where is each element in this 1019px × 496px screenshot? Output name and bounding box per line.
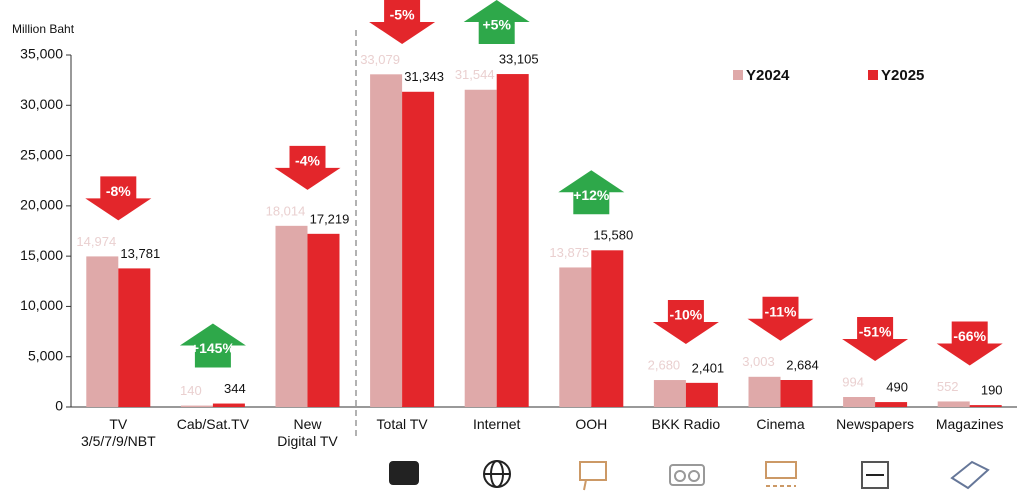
bar (780, 380, 813, 407)
bar (118, 268, 151, 407)
change-arrow: -66% (936, 321, 1003, 366)
arrow-shape (274, 145, 341, 190)
y-tick-label: 25,000 (20, 146, 63, 162)
value-label: 31,544 (455, 67, 495, 82)
bar (307, 233, 340, 407)
arrow-shape (463, 0, 530, 44)
change-arrow: -11% (747, 296, 814, 341)
value-label: 3,003 (742, 354, 775, 369)
value-label: 190 (981, 383, 1003, 398)
bar (685, 382, 718, 407)
y-axis-label: Million Baht (12, 22, 75, 36)
value-label: 2,684 (786, 357, 819, 372)
value-label: 994 (842, 374, 864, 389)
arrow-shape (747, 296, 814, 341)
bar (496, 74, 529, 407)
change-label: -10% (670, 307, 703, 323)
change-label: -66% (953, 328, 986, 344)
x-tick-label: Newspapers (836, 416, 914, 432)
change-label: +5% (482, 17, 511, 33)
bar (969, 405, 1002, 407)
value-label: 18,014 (266, 203, 306, 218)
change-arrow: -51% (842, 317, 909, 362)
bar (275, 225, 308, 407)
change-label: -5% (390, 7, 415, 23)
arrow-shape (85, 176, 152, 221)
value-label: 15,580 (593, 228, 633, 243)
bar (843, 397, 876, 407)
bar (748, 376, 781, 407)
change-label: +12% (573, 187, 610, 203)
bar (370, 74, 403, 408)
value-label: 33,105 (499, 51, 539, 66)
value-label: 33,079 (360, 52, 400, 67)
bar (653, 380, 686, 407)
bar (402, 91, 435, 408)
change-arrow: +5% (463, 0, 530, 44)
value-label: 13,875 (549, 245, 589, 260)
change-arrow: +12% (558, 170, 625, 215)
arrow-shape (936, 321, 1003, 366)
value-label: 2,680 (648, 357, 681, 372)
change-label: -11% (765, 304, 797, 320)
arrow-shape (842, 317, 909, 362)
change-arrow: -8% (85, 176, 152, 221)
change-arrow: -4% (274, 145, 341, 190)
change-arrow: +145% (179, 323, 246, 368)
value-label: 140 (180, 383, 202, 398)
value-label: 17,219 (310, 211, 350, 226)
x-tick-label: New Digital TV (277, 416, 338, 449)
change-label: -4% (295, 153, 320, 169)
x-tick-label: Cinema (756, 416, 805, 432)
value-label: 552 (937, 379, 959, 394)
y-tick-label: 15,000 (20, 247, 63, 263)
bar (212, 403, 245, 407)
y-tick-label: 30,000 (20, 96, 63, 112)
x-tick-label: Magazines (935, 416, 1004, 432)
change-arrow: -5% (369, 0, 436, 44)
bar (180, 405, 213, 407)
arrow-shape (179, 323, 246, 368)
bar (464, 89, 497, 408)
bar (591, 250, 624, 407)
x-tick-label: Internet (472, 416, 521, 432)
legend-label: Y2024 (746, 67, 790, 84)
change-label: -8% (106, 183, 131, 199)
legend-swatch (868, 70, 878, 80)
x-tick-label: Cab/Sat.TV (176, 416, 250, 432)
bar (937, 401, 970, 407)
value-label: 14,974 (76, 234, 116, 249)
change-arrow: -10% (652, 300, 719, 345)
change-label: +145% (191, 340, 236, 356)
value-label: 2,401 (692, 360, 725, 375)
y-tick-label: 0 (55, 398, 63, 414)
arrow-shape (652, 300, 719, 345)
y-tick-label: 10,000 (20, 297, 63, 313)
legend-label: Y2025 (881, 67, 924, 84)
y-tick-label: 20,000 (20, 197, 63, 213)
y-tick-label: 5,000 (28, 347, 63, 363)
bar (559, 267, 592, 407)
value-label: 490 (886, 380, 908, 395)
bar (875, 402, 908, 407)
arrow-shape (369, 0, 436, 44)
arrow-shape (558, 170, 625, 215)
y-tick-label: 35,000 (20, 46, 63, 62)
x-tick-label: OOH (575, 416, 608, 432)
value-label: 344 (224, 381, 246, 396)
x-tick-label: BKK Radio (651, 416, 721, 432)
legend-swatch (733, 70, 743, 80)
x-tick-label: TV 3/5/7/9/NBT (80, 416, 156, 449)
value-label: 31,343 (404, 69, 444, 84)
icons (389, 460, 990, 491)
x-tick-label: Total TV (376, 416, 428, 432)
bar (86, 256, 119, 407)
value-label: 13,781 (120, 246, 160, 261)
change-label: -51% (859, 324, 892, 340)
